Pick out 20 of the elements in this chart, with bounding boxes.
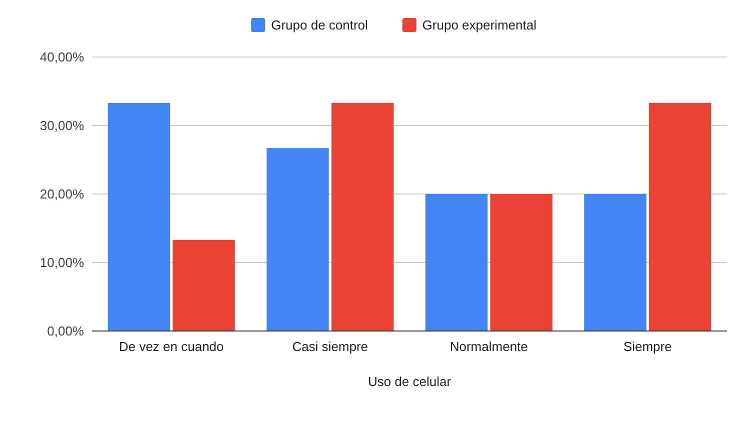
y-tick-label: 20,00% xyxy=(40,186,84,202)
x-tick-label: Normalmente xyxy=(450,339,528,354)
x-tick-label: Casi siempre xyxy=(292,339,368,354)
y-tick-label: 30,00% xyxy=(40,118,84,134)
bar xyxy=(490,194,552,331)
legend-label: Grupo de control xyxy=(271,18,368,33)
y-tick-label: 40,00% xyxy=(40,50,84,65)
bar xyxy=(648,102,712,331)
bar xyxy=(266,148,329,331)
x-tick-label: De vez en cuando xyxy=(118,339,224,354)
bar xyxy=(584,194,646,331)
y-tick-label: 10,00% xyxy=(40,255,84,270)
bar xyxy=(331,102,394,331)
y-tick-label: 0,00% xyxy=(47,324,84,339)
bar xyxy=(172,240,235,331)
x-tick-label: Siempre xyxy=(623,339,672,354)
bar xyxy=(425,194,488,331)
bar xyxy=(108,102,170,331)
legend-label: Grupo experimental xyxy=(422,18,537,33)
x-axis-title: Uso de celular xyxy=(368,374,452,389)
